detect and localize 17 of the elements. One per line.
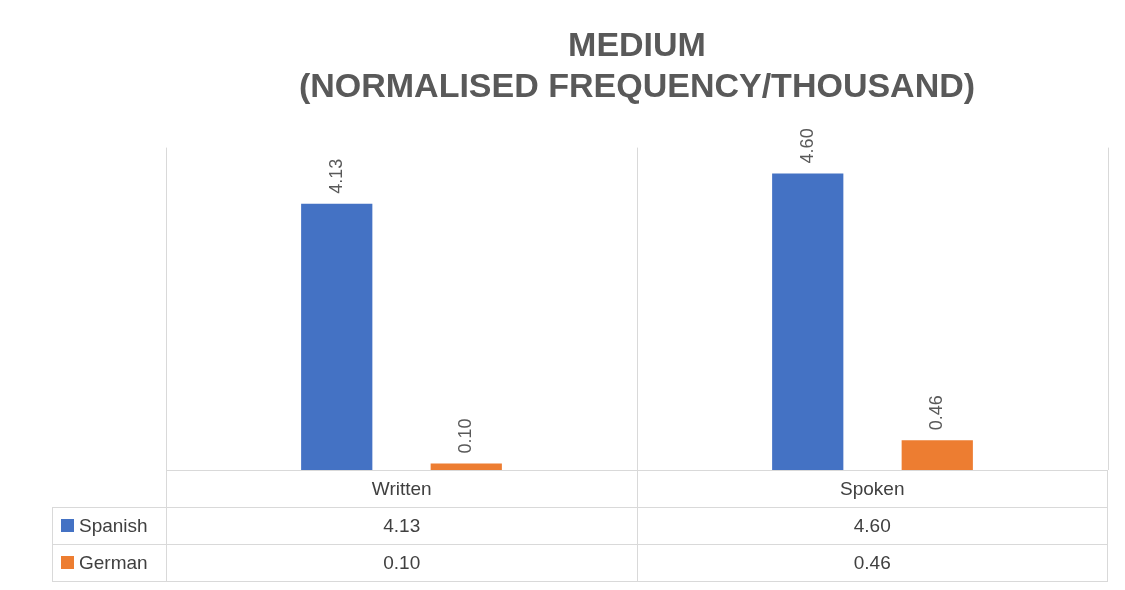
x-tick-label: Spoken (637, 470, 1108, 508)
x-tick-label: Written (166, 470, 637, 508)
chart-title: MEDIUM (NORMALISED FREQUENCY/THOUSAND) (298, 24, 976, 104)
text: 4.60 (796, 128, 817, 164)
bar (772, 173, 844, 470)
text: 4.13 (325, 158, 346, 194)
bar (901, 440, 973, 470)
data-label: 4.60 (637, 507, 1108, 545)
legend-label: German (79, 552, 148, 573)
data-label: 0.46 (637, 544, 1108, 582)
bar (301, 203, 373, 470)
legend-label: Spanish (79, 515, 148, 536)
bar (430, 463, 502, 470)
data-label: 4.13 (166, 507, 637, 545)
text: 0.10 (455, 418, 476, 454)
text: 0.46 (926, 395, 947, 431)
data-label: 0.10 (166, 544, 637, 582)
